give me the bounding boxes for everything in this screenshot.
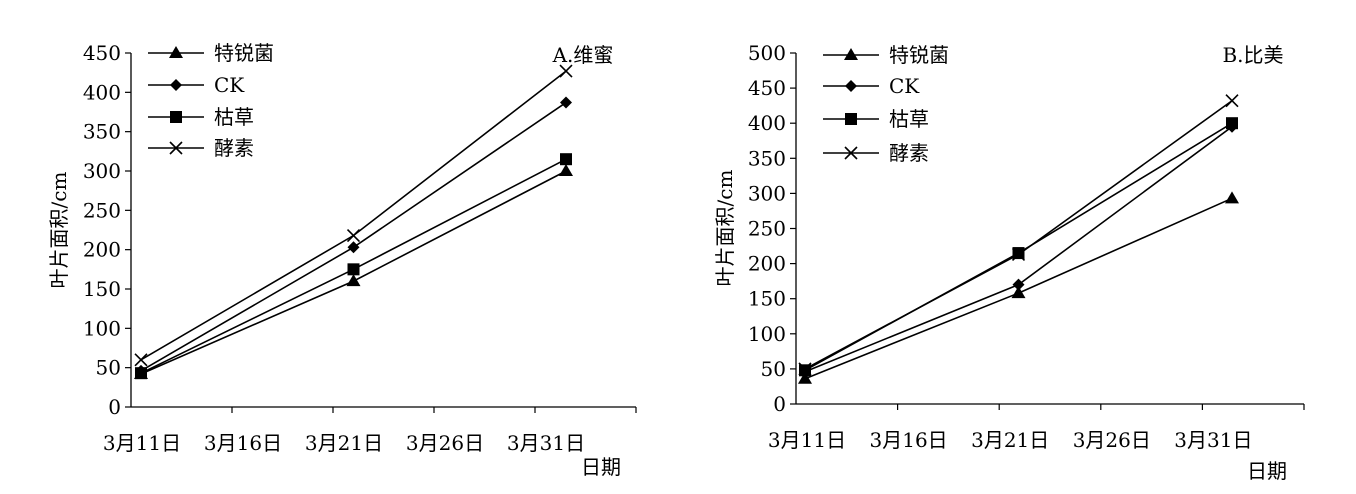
data-point: [560, 96, 572, 109]
y-tick-label: 400: [748, 111, 786, 135]
y-tick-label: 300: [83, 159, 121, 183]
y-tick-label: 150: [83, 277, 121, 301]
legend-marker: [170, 79, 182, 91]
legend-marker: [844, 48, 858, 60]
chart-title: A.维蜜: [552, 43, 614, 67]
legend-label: 酵素: [889, 141, 929, 165]
x-tick-label: 3月11日: [103, 431, 181, 455]
x-tick-label: 3月21日: [305, 431, 383, 455]
y-tick-label: 350: [748, 146, 786, 170]
y-tick-label: 350: [83, 120, 121, 144]
y-tick-label: 500: [748, 41, 786, 65]
chart-title: B.比美: [1222, 43, 1283, 67]
data-point: [135, 367, 147, 380]
legend-marker: [844, 146, 858, 160]
legend-marker: [845, 113, 857, 125]
legend-label: CK: [889, 74, 920, 98]
legend-label: 枯草: [214, 105, 254, 129]
legend-label: 特锐菌: [889, 43, 949, 67]
legend-marker: [169, 46, 183, 58]
data-point: [1011, 286, 1026, 299]
y-tick-label: 300: [748, 181, 786, 205]
x-tick-label: 3月11日: [768, 428, 846, 452]
series-line-3: [804, 122, 1233, 372]
y-tick-label: 150: [748, 287, 786, 311]
data-point: [346, 228, 361, 243]
y-tick-label: 200: [748, 252, 786, 276]
y-tick-label: 0: [108, 395, 121, 419]
x-tick-label: 3月31日: [507, 431, 585, 455]
legend-marker: [845, 80, 857, 92]
y-tick-label: 200: [83, 238, 121, 262]
legend-marker: [170, 111, 182, 123]
data-point: [1225, 94, 1239, 108]
chart-panel-2: 0 50 100 150 200 250 300 350 400 450 500 3月11日 3月16日…: [713, 41, 1305, 483]
x-tick-label: 3月16日: [204, 431, 282, 455]
data-point: [346, 274, 361, 287]
series-line-4: [140, 70, 567, 361]
series-line-4: [804, 100, 1233, 370]
x-axis-label: 日期: [581, 455, 621, 479]
data-point: [559, 164, 573, 176]
y-tick-label: 50: [96, 356, 121, 380]
y-tick-label: 100: [748, 322, 786, 346]
data-point: [1225, 191, 1239, 204]
data-point: [798, 362, 812, 376]
data-point: [798, 371, 812, 384]
legend-label: 枯草: [889, 107, 929, 131]
y-tick-label: 0: [773, 392, 786, 416]
data-point: [560, 153, 572, 166]
data-point: [559, 64, 573, 78]
data-point: [1226, 117, 1238, 130]
y-tick-label: 100: [83, 316, 121, 340]
x-tick-label: 3月26日: [1073, 428, 1151, 452]
y-tick-label: 400: [83, 80, 121, 104]
legend-label: 特锐菌: [214, 41, 274, 65]
data-point: [347, 263, 360, 276]
legend-label: CK: [214, 73, 245, 97]
x-tick-label: 3月31日: [1174, 428, 1252, 452]
data-point: [134, 353, 148, 367]
y-tick-label: 450: [748, 76, 786, 100]
y-tick-label: 450: [83, 41, 121, 65]
x-tick-label: 3月16日: [870, 428, 948, 452]
y-axis-label: 叶片面积/cm: [47, 172, 71, 289]
x-tick-label: 3月21日: [971, 428, 1049, 452]
chart-panel-1: 0 50 100 150 200 250 300 350 400 450 3月11日 3月16日 3月2…: [47, 41, 637, 479]
legend-marker: [169, 141, 183, 155]
y-axis-label: 叶片面积/cm: [713, 170, 737, 287]
data-point: [347, 241, 360, 254]
y-tick-label: 250: [83, 198, 121, 222]
series-line-2: [140, 101, 567, 372]
data-point: [1012, 278, 1025, 291]
data-point: [1011, 247, 1026, 262]
legend-label: 酵素: [214, 136, 254, 160]
y-tick-label: 50: [761, 357, 786, 381]
x-axis-label: 日期: [1247, 459, 1287, 483]
x-tick-label: 3月26日: [406, 431, 484, 455]
y-tick-label: 250: [748, 217, 786, 241]
